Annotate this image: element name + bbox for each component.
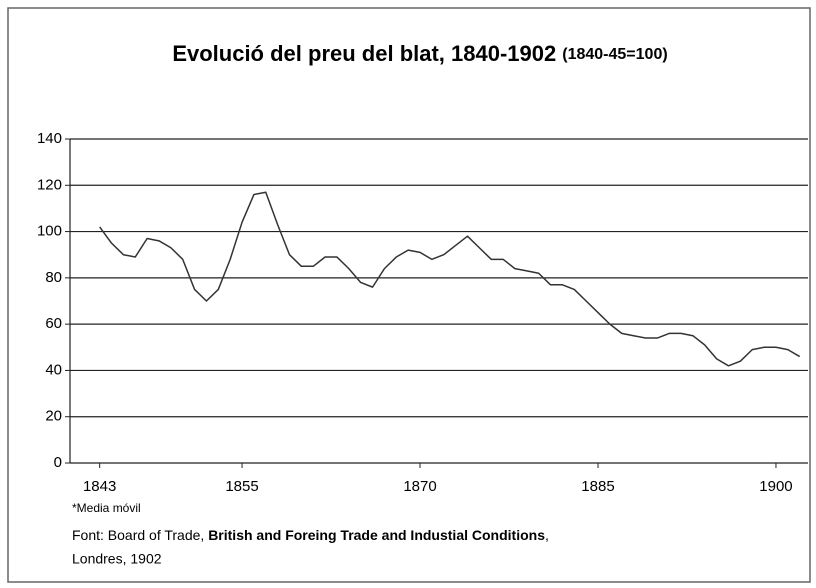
frame	[7, 7, 811, 583]
y-tick-label: 0	[54, 454, 62, 471]
x-tick-label: 1843	[83, 478, 116, 495]
source-prefix: Font: Board of Trade,	[72, 527, 208, 543]
x-tick-label: 1855	[225, 478, 258, 495]
note: *Media móvil	[72, 501, 141, 515]
source-suffix: ,	[545, 527, 549, 543]
y-tick-label: 20	[45, 408, 62, 425]
y-tick-label: 140	[37, 130, 62, 147]
data-line	[99, 191, 801, 367]
y-tick-label: 80	[45, 269, 62, 286]
y-tick-label: 40	[45, 361, 62, 378]
source-title: British and Foreing Trade and Industial …	[208, 527, 545, 543]
x-tick-label: 1885	[581, 478, 614, 495]
y-tick-label: 100	[37, 223, 62, 240]
x-tick-label: 1870	[403, 478, 436, 495]
y-tick-label: 120	[37, 176, 62, 193]
chart-title: Evolució del preu del blat, 1840-1902	[172, 41, 556, 66]
chart-title-group: Evolució del preu del blat, 1840-1902 (18…	[172, 41, 667, 66]
x-tick-label: 1900	[759, 478, 792, 495]
source-line2: Londres, 1902	[72, 551, 162, 567]
chart-subtitle: (1840-45=100)	[562, 46, 667, 63]
source: Font: Board of Trade, British and Forein…	[72, 527, 549, 543]
y-tick-label: 60	[45, 315, 62, 332]
